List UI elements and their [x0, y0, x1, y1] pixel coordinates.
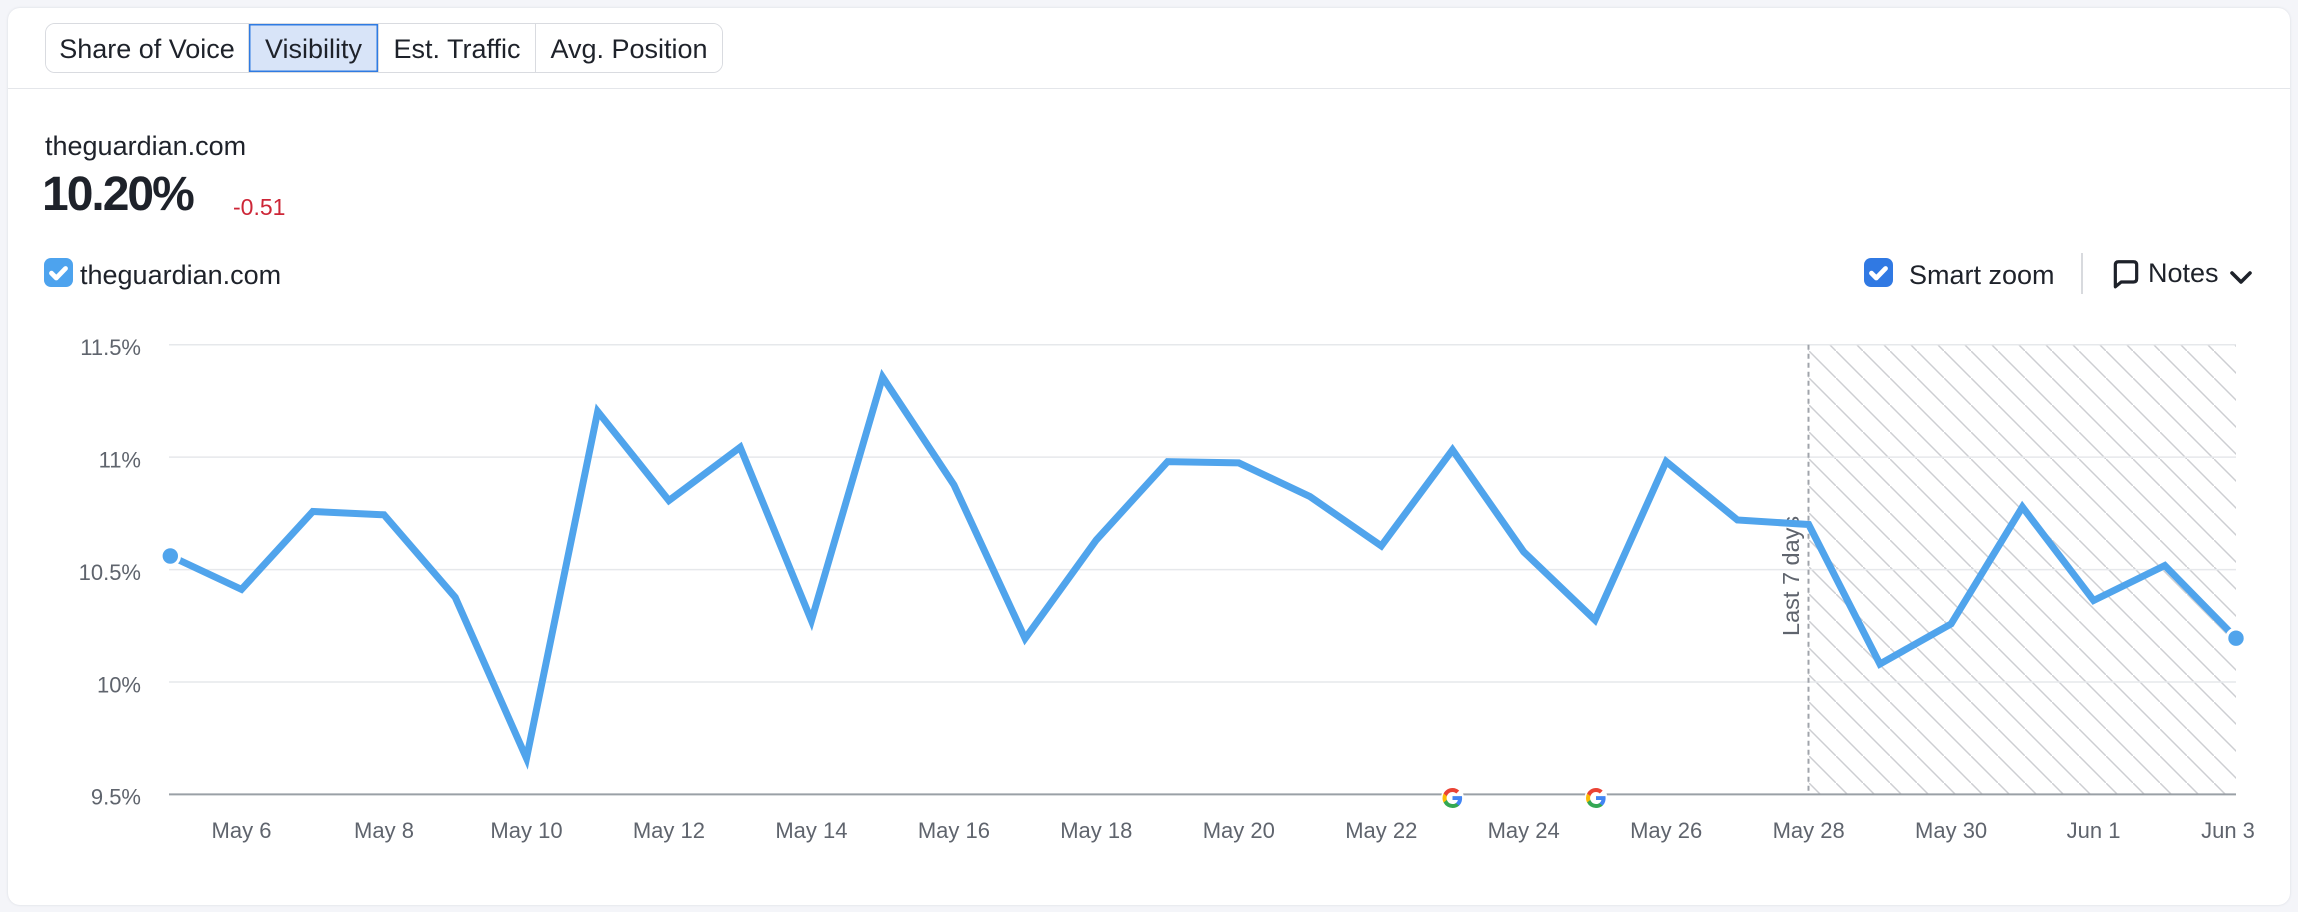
- svg-text:May 22: May 22: [1345, 818, 1417, 843]
- svg-text:10%: 10%: [97, 672, 141, 697]
- svg-text:Jun 1: Jun 1: [2067, 818, 2121, 843]
- svg-text:May 12: May 12: [633, 818, 705, 843]
- svg-text:May 18: May 18: [1060, 818, 1132, 843]
- svg-text:May 28: May 28: [1773, 818, 1845, 843]
- svg-text:May 10: May 10: [490, 818, 562, 843]
- svg-text:11%: 11%: [99, 447, 141, 472]
- svg-text:May 14: May 14: [775, 818, 847, 843]
- svg-text:May 8: May 8: [354, 818, 414, 843]
- svg-text:Last 7 days: Last 7 days: [1778, 516, 1804, 636]
- svg-text:May 24: May 24: [1488, 818, 1560, 843]
- svg-text:10.5%: 10.5%: [79, 560, 141, 585]
- svg-text:May 26: May 26: [1630, 818, 1702, 843]
- svg-text:9.5%: 9.5%: [91, 785, 141, 810]
- svg-text:May 6: May 6: [212, 818, 272, 843]
- svg-text:Jun 3: Jun 3: [2201, 818, 2255, 843]
- svg-text:May 30: May 30: [1915, 818, 1987, 843]
- svg-text:May 20: May 20: [1203, 818, 1275, 843]
- svg-text:May 16: May 16: [918, 818, 990, 843]
- svg-text:11.5%: 11.5%: [80, 335, 141, 360]
